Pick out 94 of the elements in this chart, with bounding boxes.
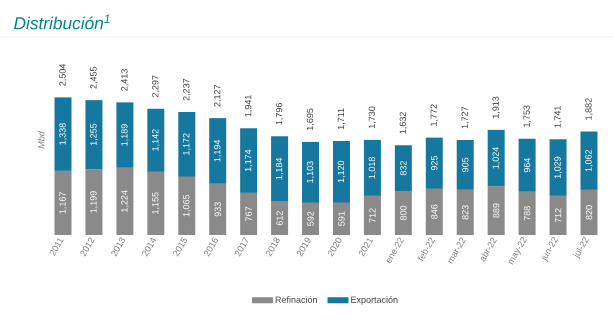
total-label: 1,730 bbox=[368, 106, 376, 128]
data-label: 1,174 bbox=[244, 150, 252, 172]
data-label: 712 bbox=[554, 208, 562, 222]
total-label: 1,913 bbox=[492, 96, 500, 118]
data-label: 1,184 bbox=[276, 158, 284, 180]
data-label: 1,062 bbox=[585, 150, 593, 172]
data-label: 1,065 bbox=[183, 194, 190, 216]
bar bbox=[116, 102, 134, 168]
total-label: 1,741 bbox=[554, 106, 562, 128]
bar bbox=[332, 202, 350, 235]
data-label: 712 bbox=[369, 208, 376, 222]
total-label: 1,753 bbox=[523, 105, 531, 127]
data-label: 1,029 bbox=[554, 156, 562, 178]
total-label: 2,237 bbox=[183, 78, 190, 100]
bar bbox=[302, 142, 320, 202]
data-label: 592 bbox=[307, 212, 314, 226]
bar bbox=[209, 118, 226, 184]
bar bbox=[116, 168, 134, 235]
data-label: 1,103 bbox=[306, 161, 314, 183]
bar bbox=[456, 140, 474, 190]
data-label: 1,194 bbox=[214, 140, 222, 162]
bar bbox=[271, 136, 288, 202]
bar bbox=[580, 132, 598, 190]
bar bbox=[147, 108, 164, 172]
data-label: 889 bbox=[492, 203, 500, 218]
bar bbox=[426, 138, 443, 188]
total-label: 1,695 bbox=[306, 108, 314, 130]
data-label: 964 bbox=[524, 158, 530, 172]
data-label: 820 bbox=[586, 205, 592, 220]
data-label: 591 bbox=[338, 212, 345, 226]
data-label: 767 bbox=[245, 206, 252, 221]
data-label: 1,338 bbox=[59, 123, 67, 145]
data-label: 925 bbox=[431, 156, 438, 170]
bar bbox=[85, 100, 102, 170]
total-label: 1,727 bbox=[462, 106, 469, 128]
total-label: 1,941 bbox=[244, 95, 252, 116]
total-label: 2,127 bbox=[214, 84, 222, 106]
bar bbox=[147, 172, 164, 235]
bar bbox=[271, 201, 288, 235]
data-label: 933 bbox=[214, 202, 221, 216]
bar bbox=[302, 202, 320, 235]
data-label: 800 bbox=[400, 206, 407, 220]
total-label: 1,882 bbox=[585, 98, 593, 120]
total-label: 2,413 bbox=[121, 69, 129, 91]
legend-label: Exportación bbox=[351, 296, 398, 305]
data-label: 1,142 bbox=[152, 129, 160, 151]
bar bbox=[178, 176, 196, 235]
total-label: 1,632 bbox=[400, 112, 408, 134]
bar bbox=[394, 191, 412, 235]
data-label: 1,199 bbox=[90, 191, 98, 213]
bar bbox=[488, 130, 505, 186]
bar bbox=[332, 140, 350, 203]
total-label: 2,504 bbox=[59, 64, 67, 86]
chart-title: Distribución$^{1}$ bbox=[14, 14, 110, 30]
data-label: 846 bbox=[431, 204, 438, 219]
data-label: 612 bbox=[276, 211, 283, 226]
data-label: 1,167 bbox=[59, 192, 67, 214]
bar bbox=[364, 140, 381, 196]
data-label: 1,120 bbox=[338, 160, 346, 182]
bar bbox=[240, 192, 258, 235]
bar bbox=[85, 169, 102, 235]
legend-label: Refinación bbox=[276, 296, 317, 303]
total-label: 1,711 bbox=[338, 108, 346, 130]
data-label: 905 bbox=[462, 158, 468, 172]
data-label: 788 bbox=[524, 206, 530, 220]
bar bbox=[54, 97, 72, 171]
data-label: 1,172 bbox=[183, 133, 190, 155]
bar bbox=[364, 196, 381, 235]
y-axis-title: Mbd bbox=[38, 131, 44, 148]
data-label: 1,255 bbox=[90, 124, 98, 146]
bar bbox=[518, 138, 536, 192]
data-label: 1,024 bbox=[492, 147, 500, 169]
bar bbox=[518, 192, 536, 235]
data-label: 1,155 bbox=[152, 192, 160, 214]
bar bbox=[209, 184, 226, 235]
bar bbox=[488, 186, 505, 235]
bar bbox=[426, 188, 443, 235]
data-label: 832 bbox=[400, 161, 407, 176]
data-label: 823 bbox=[462, 205, 468, 220]
bar bbox=[240, 128, 258, 193]
data-label: 1,189 bbox=[121, 124, 129, 146]
bar bbox=[550, 196, 567, 235]
bar bbox=[178, 112, 196, 176]
bar bbox=[54, 170, 72, 235]
bar bbox=[580, 190, 598, 235]
total-label: 2,297 bbox=[152, 76, 160, 98]
bar bbox=[394, 145, 412, 192]
total-label: 1,796 bbox=[276, 103, 284, 124]
total-label: 2,455 bbox=[90, 66, 98, 89]
bar bbox=[456, 190, 474, 235]
data-label: 1,018 bbox=[368, 157, 376, 178]
data-label: 1,224 bbox=[121, 190, 129, 212]
bar bbox=[550, 139, 567, 196]
total-label: 1,772 bbox=[430, 104, 438, 126]
